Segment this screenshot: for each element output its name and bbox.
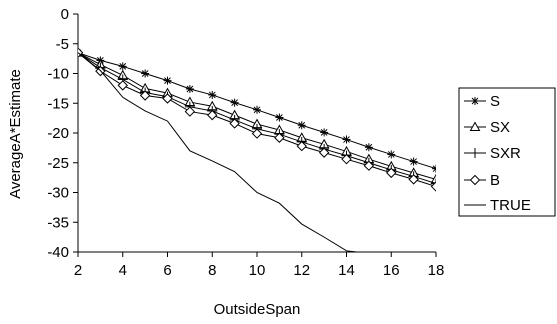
series-s	[78, 48, 436, 173]
y-tick-label: -20	[47, 125, 69, 142]
y-tick-label: -40	[47, 244, 69, 261]
x-tick-label: 14	[338, 262, 355, 279]
series-b	[78, 47, 436, 192]
x-axis-title: OutsideSpan	[214, 301, 301, 318]
data-point-b	[274, 132, 285, 143]
data-point-b	[139, 90, 151, 101]
y-tick-label: 0	[61, 6, 69, 23]
legend-label-s: S	[490, 93, 500, 110]
y-axis-title: AverageA*Estimate	[7, 69, 24, 199]
data-point-b	[296, 140, 307, 152]
data-point-b	[229, 118, 240, 129]
data-point-s	[163, 76, 172, 85]
data-point-s	[409, 157, 418, 166]
data-point-s	[208, 90, 217, 99]
legend-item-b: B	[464, 172, 500, 189]
x-tick-label: 12	[293, 262, 310, 279]
legend-item-s: S	[464, 93, 500, 110]
legend-item-sxr: SXR	[464, 145, 521, 162]
y-tick-label: -25	[47, 155, 69, 172]
legend-item-true: TRUE	[464, 197, 531, 214]
series-line-sx	[78, 52, 436, 180]
data-point-s	[185, 84, 194, 93]
data-point-s	[253, 105, 261, 114]
y-tick-label: -35	[47, 214, 69, 231]
x-tick-label: 8	[208, 262, 216, 279]
x-tick-label: 4	[119, 262, 127, 279]
series-line-true	[78, 52, 357, 252]
data-point-b	[184, 106, 196, 117]
legend-item-sx: SX	[464, 119, 510, 136]
x-tick-label: 6	[163, 262, 171, 279]
series-sxr	[78, 47, 436, 189]
data-point-b	[408, 174, 419, 185]
x-axis: 2 4 6 8 10 12 14 16 18	[74, 252, 445, 279]
data-point-b	[162, 93, 173, 104]
data-point-s	[275, 113, 284, 122]
data-point-b	[78, 47, 84, 58]
legend-marker-sxr	[470, 148, 480, 158]
data-point-s	[230, 98, 239, 107]
legend-label-true: TRUE	[490, 197, 531, 214]
data-point-sx	[430, 173, 436, 184]
data-point-sxr	[431, 178, 436, 189]
data-point-b	[318, 147, 330, 158]
x-tick-label: 2	[74, 262, 82, 279]
data-point-s	[118, 62, 127, 71]
data-point-b	[430, 181, 436, 192]
data-point-s	[141, 69, 150, 78]
data-point-s	[387, 150, 396, 159]
x-tick-label: 16	[383, 262, 400, 279]
legend: S SX SXR B TRUE	[458, 87, 556, 217]
legend-label-sxr: SXR	[490, 145, 521, 162]
data-point-b	[117, 80, 128, 91]
data-point-b	[363, 160, 375, 171]
y-tick-label: -10	[47, 66, 69, 83]
legend-label-b: B	[490, 172, 500, 189]
data-point-b	[207, 109, 218, 121]
data-point-s	[320, 128, 329, 137]
data-point-b	[251, 128, 263, 139]
x-tick-label: 10	[249, 262, 266, 279]
x-tick-label: 18	[428, 262, 445, 279]
series-true	[78, 52, 357, 252]
y-axis: 0 -5 -10 -15 -20 -25 -30 -35 -40	[47, 6, 78, 261]
data-point-b	[341, 153, 352, 165]
data-point-s	[432, 164, 436, 173]
legend-marker-b	[469, 174, 481, 186]
series-layer	[78, 47, 436, 252]
y-tick-label: -30	[47, 185, 69, 202]
legend-marker-sx	[469, 121, 481, 131]
data-point-b	[386, 167, 397, 179]
data-point-s	[297, 121, 306, 130]
y-tick-label: -15	[47, 95, 69, 112]
data-point-s	[364, 143, 373, 152]
data-point-s	[342, 135, 351, 144]
legend-label-sx: SX	[490, 119, 510, 136]
legend-marker-s	[471, 97, 479, 105]
y-tick-label: -5	[56, 36, 69, 53]
